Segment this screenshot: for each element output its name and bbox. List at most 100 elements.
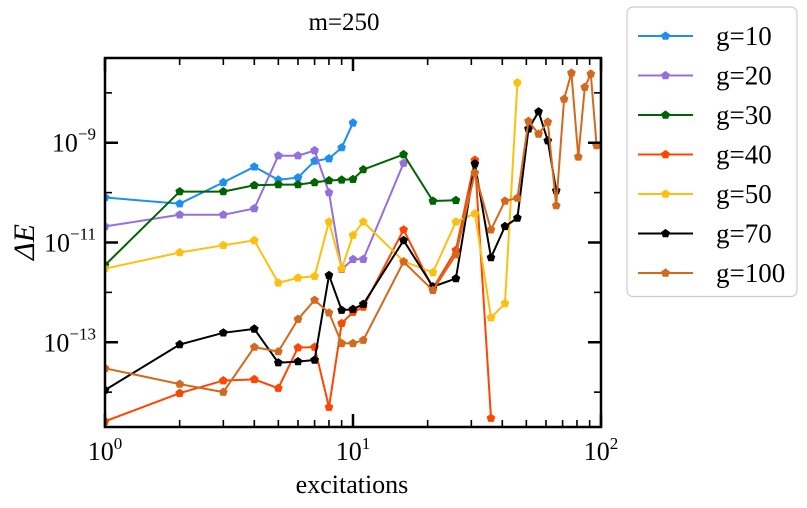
data-point-g-100 [293,314,303,323]
y-tick-base: 10 [52,129,78,158]
series-line-g-10 [105,122,354,205]
legend-label: g=20 [716,61,772,91]
data-point-g-50 [451,217,461,226]
data-point-g-20 [293,151,303,160]
data-point-g-100 [534,129,543,138]
data-point-g-100 [470,168,480,177]
legend-label: g=100 [716,258,785,288]
data-point-g-30 [219,187,228,196]
series-g-20 [105,145,408,273]
plot-area [105,58,601,427]
legend-marker [661,149,670,159]
series-line-g-30 [105,153,456,266]
data-point-g-10 [274,175,283,184]
y-tick-label: 10−9 [52,125,96,158]
data-point-g-70 [274,358,283,367]
data-point-g-10 [293,173,303,182]
data-point-g-40 [324,402,334,411]
data-point-g-20 [274,151,283,160]
legend-marker [661,110,670,119]
series-g-30 [105,149,461,269]
data-point-g-100 [219,387,228,396]
chart-title: m=250 [308,9,379,36]
data-point-g-70 [358,299,368,308]
data-point-g-100 [274,347,283,356]
data-point-g-100 [249,342,259,351]
series-line-g-100 [105,72,598,394]
data-point-g-100 [348,338,358,348]
series-g-10 [105,118,358,208]
legend: g=10 g=20 g=30 g=40 g=50 g=70 g=100 [626,6,798,298]
data-point-g-100 [175,379,184,388]
data-point-g-100 [559,94,569,103]
data-point-g-50 [500,298,510,308]
data-point-g-70 [348,304,358,313]
data-point-g-100 [551,201,561,210]
data-point-g-30 [358,165,368,174]
x-tick-label: 101 [336,434,371,466]
data-point-g-70 [175,339,184,349]
legend-marker [661,70,670,80]
data-point-g-70 [513,213,522,222]
data-point-g-50 [293,273,303,282]
data-point-g-30 [293,180,303,189]
data-point-g-50 [274,278,283,287]
series-line-g-40 [105,159,492,423]
data-point-g-100 [524,116,533,125]
data-point-g-30 [175,187,184,196]
data-point-g-50 [337,264,346,273]
x-tick-exponent: 0 [114,434,123,453]
data-point-g-50 [486,313,496,322]
data-point-g-50 [470,209,480,218]
data-point-g-70 [337,305,346,314]
data-point-g-20 [175,210,184,219]
data-point-g-50 [175,247,184,257]
legend-label: g=70 [716,219,772,249]
data-point-g-50 [348,230,358,239]
data-point-g-10 [337,143,346,152]
y-axis-label: ΔE [8,224,41,261]
data-point-g-30 [310,177,319,187]
x-tick-base: 10 [336,437,362,466]
plot-background [105,58,601,427]
y-tick-base: 10 [44,229,70,258]
data-point-g-50 [513,78,522,87]
data-point-g-40 [293,343,303,352]
data-point-g-50 [249,235,259,245]
series-line-g-70 [105,109,558,391]
y-tick-label: 10−13 [43,324,96,357]
data-point-g-70 [486,252,496,262]
data-point-g-10 [348,118,358,127]
x-tick-exponent: 2 [610,434,619,453]
data-point-g-100 [399,257,408,266]
data-point-g-70 [470,159,480,168]
x-tick-base: 10 [584,437,610,466]
data-point-g-100 [580,82,590,91]
data-point-g-100 [573,152,583,161]
data-point-g-100 [500,196,510,205]
data-point-g-20 [348,254,358,263]
data-point-g-70 [451,273,461,283]
legend-label: g=10 [716,21,772,51]
data-point-g-100 [486,225,496,234]
data-point-g-30 [337,175,346,184]
data-point-g-100 [451,250,461,259]
data-point-g-70 [219,328,228,337]
data-point-g-100 [586,69,596,78]
data-point-g-100 [337,338,346,348]
data-point-g-30 [249,180,259,190]
data-point-g-30 [399,149,408,159]
legend-marker [661,228,670,238]
data-point-g-100 [310,295,319,304]
data-point-g-40 [486,413,496,422]
series-g-100 [105,68,601,396]
data-point-g-30 [428,196,438,205]
data-point-g-100 [358,335,368,344]
x-tick-base: 10 [88,437,114,466]
data-point-g-50 [428,267,438,277]
data-point-g-50 [219,240,228,249]
x-tick-label: 102 [584,434,619,466]
data-point-g-40 [399,225,408,234]
data-point-g-40 [175,388,184,397]
